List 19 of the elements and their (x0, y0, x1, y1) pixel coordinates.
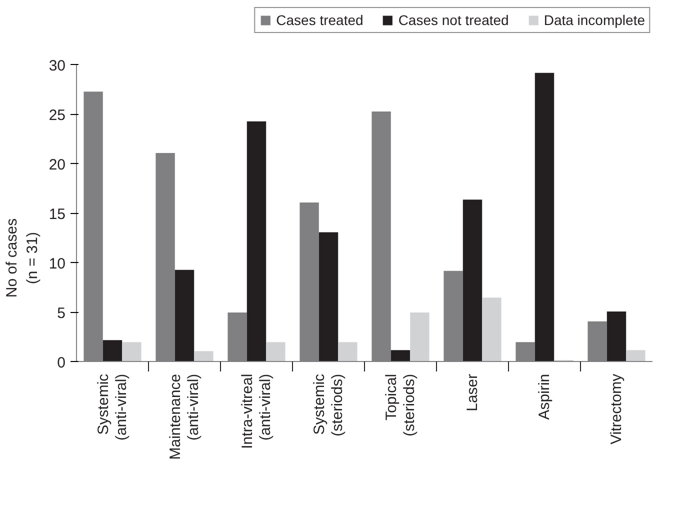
y-tick-label: 0 (57, 354, 66, 372)
x-tick-label: Aspirin (536, 374, 553, 420)
legend-label: Data incomplete (544, 12, 645, 28)
legend-label: Cases treated (276, 12, 364, 28)
x-tick-label: Systemic (steriods) (311, 373, 346, 436)
y-tick-label: 5 (57, 304, 66, 322)
y-tick-label: 30 (48, 57, 66, 74)
x-tick-label: Maintenance (anti-viral) (167, 374, 202, 460)
y-axis-title: No of cases (n = 31) (3, 218, 41, 298)
x-tick-label: Intra-vitreal (anti-viral) (239, 374, 274, 449)
y-tick-label: 15 (48, 206, 66, 223)
x-tick-label: Laser (464, 374, 481, 412)
x-tick-label: Vitrectomy (608, 373, 625, 444)
x-tick-label: Systemic (anti-viral) (95, 373, 130, 441)
y-tick-label: 20 (48, 156, 66, 174)
legend-label: Cases not treated (398, 12, 509, 28)
x-tick-label: Topical (steriods) (383, 374, 418, 436)
y-tick-label: 10 (48, 255, 66, 272)
y-tick-label: 25 (48, 106, 66, 124)
